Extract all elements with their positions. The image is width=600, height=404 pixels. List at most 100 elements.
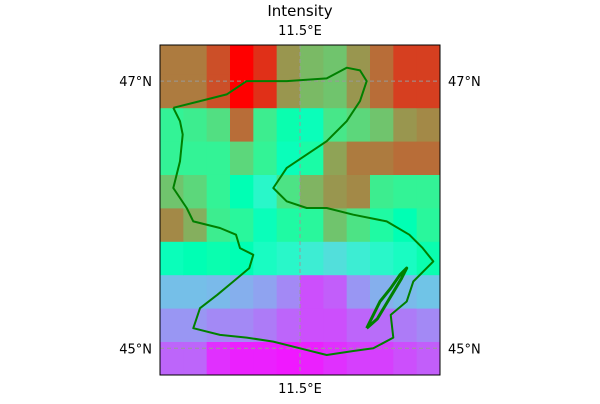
lon-label-bottom: 11.5°E <box>278 382 322 397</box>
heatmap-cell <box>230 107 254 142</box>
heatmap-cell <box>276 308 301 342</box>
heatmap-cell <box>160 45 184 75</box>
heatmap-cell <box>183 45 208 75</box>
heatmap-cell <box>206 341 231 376</box>
lon-label-top: 11.5°E <box>278 24 322 39</box>
heatmap-cell <box>206 74 231 109</box>
heatmap-cell <box>346 45 371 75</box>
chart-title: Intensity <box>267 2 332 20</box>
heatmap-cell <box>230 274 254 309</box>
heatmap-cell <box>276 141 301 175</box>
heatmap-cell <box>323 74 348 109</box>
heatmap-cell <box>276 107 301 142</box>
heatmap-cell <box>300 308 324 342</box>
heatmap-cell <box>393 207 418 242</box>
heatmap-cell <box>230 141 254 175</box>
heatmap-cell <box>393 141 418 175</box>
heatmap-cell <box>183 74 208 109</box>
tick-labels: 11.5°E 11.5°E 47°N 47°N 45°N 45°N <box>119 24 481 397</box>
heatmap-cell <box>160 241 184 276</box>
heatmap-cell <box>253 107 278 142</box>
heatmap-cell <box>346 141 371 175</box>
heatmap-cell <box>276 241 301 276</box>
lat-label-right: 45°N <box>448 342 481 357</box>
heatmap-cell <box>300 107 324 142</box>
heatmap-cell <box>416 308 441 342</box>
heatmap-cell <box>206 274 231 309</box>
heatmap-cell <box>323 207 348 242</box>
heatmap-cell <box>183 241 208 276</box>
heatmap-cell <box>370 45 394 75</box>
heatmap-cell <box>183 141 208 175</box>
heatmap-cell <box>206 45 231 75</box>
heatmap-cell <box>346 107 371 142</box>
heatmap-cell <box>160 308 184 342</box>
heatmap-cell <box>393 174 418 209</box>
heatmap-cell <box>183 174 208 209</box>
heatmap-cell <box>206 141 231 175</box>
heatmap-cell <box>300 141 324 175</box>
lat-label-right: 47°N <box>448 75 481 90</box>
heatmap-cell <box>416 107 441 142</box>
heatmap-cell <box>393 241 418 276</box>
heatmap-cell <box>346 274 371 309</box>
heatmap-cell <box>160 174 184 209</box>
heatmap-cell <box>323 241 348 276</box>
heatmap-cell <box>183 274 208 309</box>
heatmap-cell <box>370 107 394 142</box>
heatmap-cell <box>393 308 418 342</box>
heatmap-cell <box>160 207 184 242</box>
heatmap-cell <box>323 107 348 142</box>
heatmap-cell <box>416 45 441 75</box>
heatmap-cell <box>370 174 394 209</box>
heatmap-cells <box>160 45 441 376</box>
lat-label-left: 45°N <box>119 342 152 357</box>
heatmap-cell <box>206 107 231 142</box>
heatmap-cell <box>416 74 441 109</box>
heatmap-cell <box>230 74 254 109</box>
heatmap-cell <box>346 74 371 109</box>
heatmap-cell <box>230 207 254 242</box>
heatmap-cell <box>276 274 301 309</box>
heatmap-cell <box>370 308 394 342</box>
heatmap-cell <box>323 274 348 309</box>
heatmap-cell <box>416 174 441 209</box>
heatmap-cell <box>230 241 254 276</box>
heatmap-cell <box>416 207 441 242</box>
heatmap-cell <box>253 274 278 309</box>
heatmap-cell <box>393 45 418 75</box>
heatmap-cell <box>276 74 301 109</box>
heatmap-cell <box>206 174 231 209</box>
heatmap-cell <box>323 45 348 75</box>
heatmap-cell <box>323 141 348 175</box>
heatmap-cell <box>253 207 278 242</box>
heatmap-cell <box>276 341 301 376</box>
heatmap-cell <box>253 141 278 175</box>
heatmap-cell <box>206 241 231 276</box>
heatmap-cell <box>393 341 418 376</box>
heatmap-cell <box>393 74 418 109</box>
heatmap-cell <box>323 341 348 376</box>
heatmap-cell <box>230 341 254 376</box>
heatmap-cell <box>323 308 348 342</box>
heatmap-cell <box>253 308 278 342</box>
heatmap-cell <box>300 341 324 376</box>
heatmap-cell <box>253 45 278 75</box>
heatmap-cell <box>230 174 254 209</box>
heatmap-cell <box>253 174 278 209</box>
heatmap-cell <box>300 74 324 109</box>
region-outlines <box>172 66 435 356</box>
heatmap-cell <box>346 241 371 276</box>
heatmap-cell <box>393 107 418 142</box>
heatmap-cell <box>370 141 394 175</box>
heatmap-cell <box>183 341 208 376</box>
heatmap-cell <box>370 207 394 242</box>
map-frame <box>159 44 441 376</box>
heatmap-cell <box>300 174 324 209</box>
heatmap-cell <box>183 207 208 242</box>
heatmap-cell <box>206 308 231 342</box>
heatmap-cell <box>416 241 441 276</box>
heatmap-cell <box>160 341 184 376</box>
heatmap-cell <box>416 141 441 175</box>
